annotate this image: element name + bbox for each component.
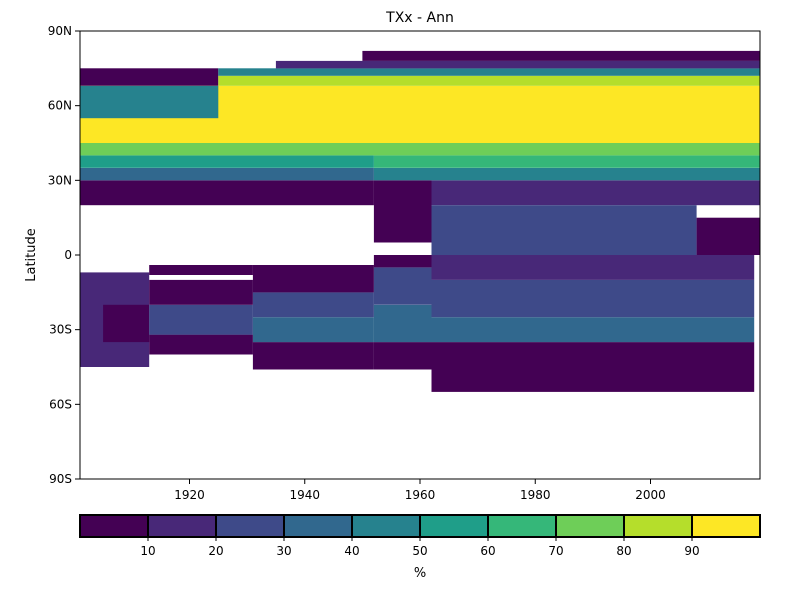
y-tick-label: 90S: [49, 472, 72, 486]
colorbar-swatch: [215, 514, 285, 538]
heatmap-cell: [373, 180, 432, 243]
heatmap-cell: [80, 155, 374, 168]
y-axis-label: Latitude: [24, 228, 39, 282]
x-tick-label: 1960: [405, 488, 436, 502]
heatmap-cell: [80, 85, 219, 119]
heatmap-cell: [149, 304, 253, 335]
heatmap-cell: [431, 279, 755, 318]
colorbar-swatch: [283, 514, 353, 538]
heatmap-cell: [80, 180, 374, 206]
colorbar-tick-label: 50: [412, 544, 427, 558]
colorbar-tick-label: 20: [208, 544, 223, 558]
heatmap-cell: [431, 342, 755, 392]
colorbar-swatch: [79, 514, 149, 538]
x-tick-label: 1940: [289, 488, 320, 502]
y-tick-label: 30N: [48, 173, 72, 187]
heatmap-cell: [431, 205, 697, 255]
heatmap-cell: [373, 267, 432, 305]
y-tick-label: 0: [64, 248, 72, 262]
colorbar: 10 20 30 40 50 60 70 80 90: [79, 514, 761, 558]
heatmap-cell: [252, 342, 374, 370]
x-tick-label: 1920: [174, 488, 205, 502]
colorbar-tick-label: 10: [140, 544, 155, 558]
heatmap-cell: [252, 317, 374, 343]
heatmap-cell: [103, 304, 150, 343]
heatmap-cell: [80, 167, 374, 181]
colorbar-swatch: [555, 514, 625, 538]
x-axis: 1920 1940 1960 1980 2000: [174, 479, 666, 502]
x-tick-label: 1980: [520, 488, 551, 502]
colorbar-swatch: [351, 514, 421, 538]
y-tick-label: 60N: [48, 99, 72, 113]
heatmap-cell: [252, 265, 374, 293]
colorbar-swatch: [487, 514, 557, 538]
heatmap-cell: [218, 68, 761, 76]
y-tick-label: 30S: [49, 323, 72, 337]
heatmap-cell: [431, 180, 760, 206]
colorbar-swatch: [623, 514, 693, 538]
colorbar-swatch: [147, 514, 217, 538]
colorbar-swatch: [691, 514, 761, 538]
colorbar-swatch: [419, 514, 489, 538]
heatmap-cell: [696, 217, 760, 255]
heatmap-cell: [149, 265, 253, 275]
y-tick-label: 90N: [48, 24, 72, 38]
colorbar-tick-label: 60: [480, 544, 495, 558]
heatmap-cell: [431, 255, 755, 280]
heatmap-cell: [149, 279, 253, 305]
heatmap-cell: [431, 317, 755, 343]
heatmap-cell: [373, 255, 432, 268]
colorbar-tick-label: 40: [344, 544, 359, 558]
heatmap-cell: [362, 50, 760, 61]
heatmap-cell: [218, 75, 761, 86]
heatmap-cell: [275, 60, 760, 69]
colorbar-label: %: [414, 566, 426, 581]
x-tick-label: 2000: [635, 488, 666, 502]
heatmap-cell: [373, 342, 432, 370]
chart-title: TXx - Ann: [385, 10, 454, 26]
y-axis: 90N 60N 30N 0 30S 60S 90S: [48, 24, 80, 486]
heatmap-cell: [373, 167, 760, 181]
heatmap-cell: [149, 334, 253, 355]
heatmap-cell: [80, 143, 760, 156]
colorbar-tick-label: 90: [684, 544, 699, 558]
colorbar-tick-label: 70: [548, 544, 563, 558]
heatmap-cell: [373, 304, 432, 343]
y-tick-label: 60S: [49, 397, 72, 411]
colorbar-tick-label: 80: [616, 544, 631, 558]
heatmap-cell: [80, 68, 219, 86]
heatmap-cells: [80, 50, 761, 392]
heatmap-cell: [252, 292, 374, 318]
heatmap-cell: [373, 155, 760, 168]
colorbar-tick-label: 30: [276, 544, 291, 558]
